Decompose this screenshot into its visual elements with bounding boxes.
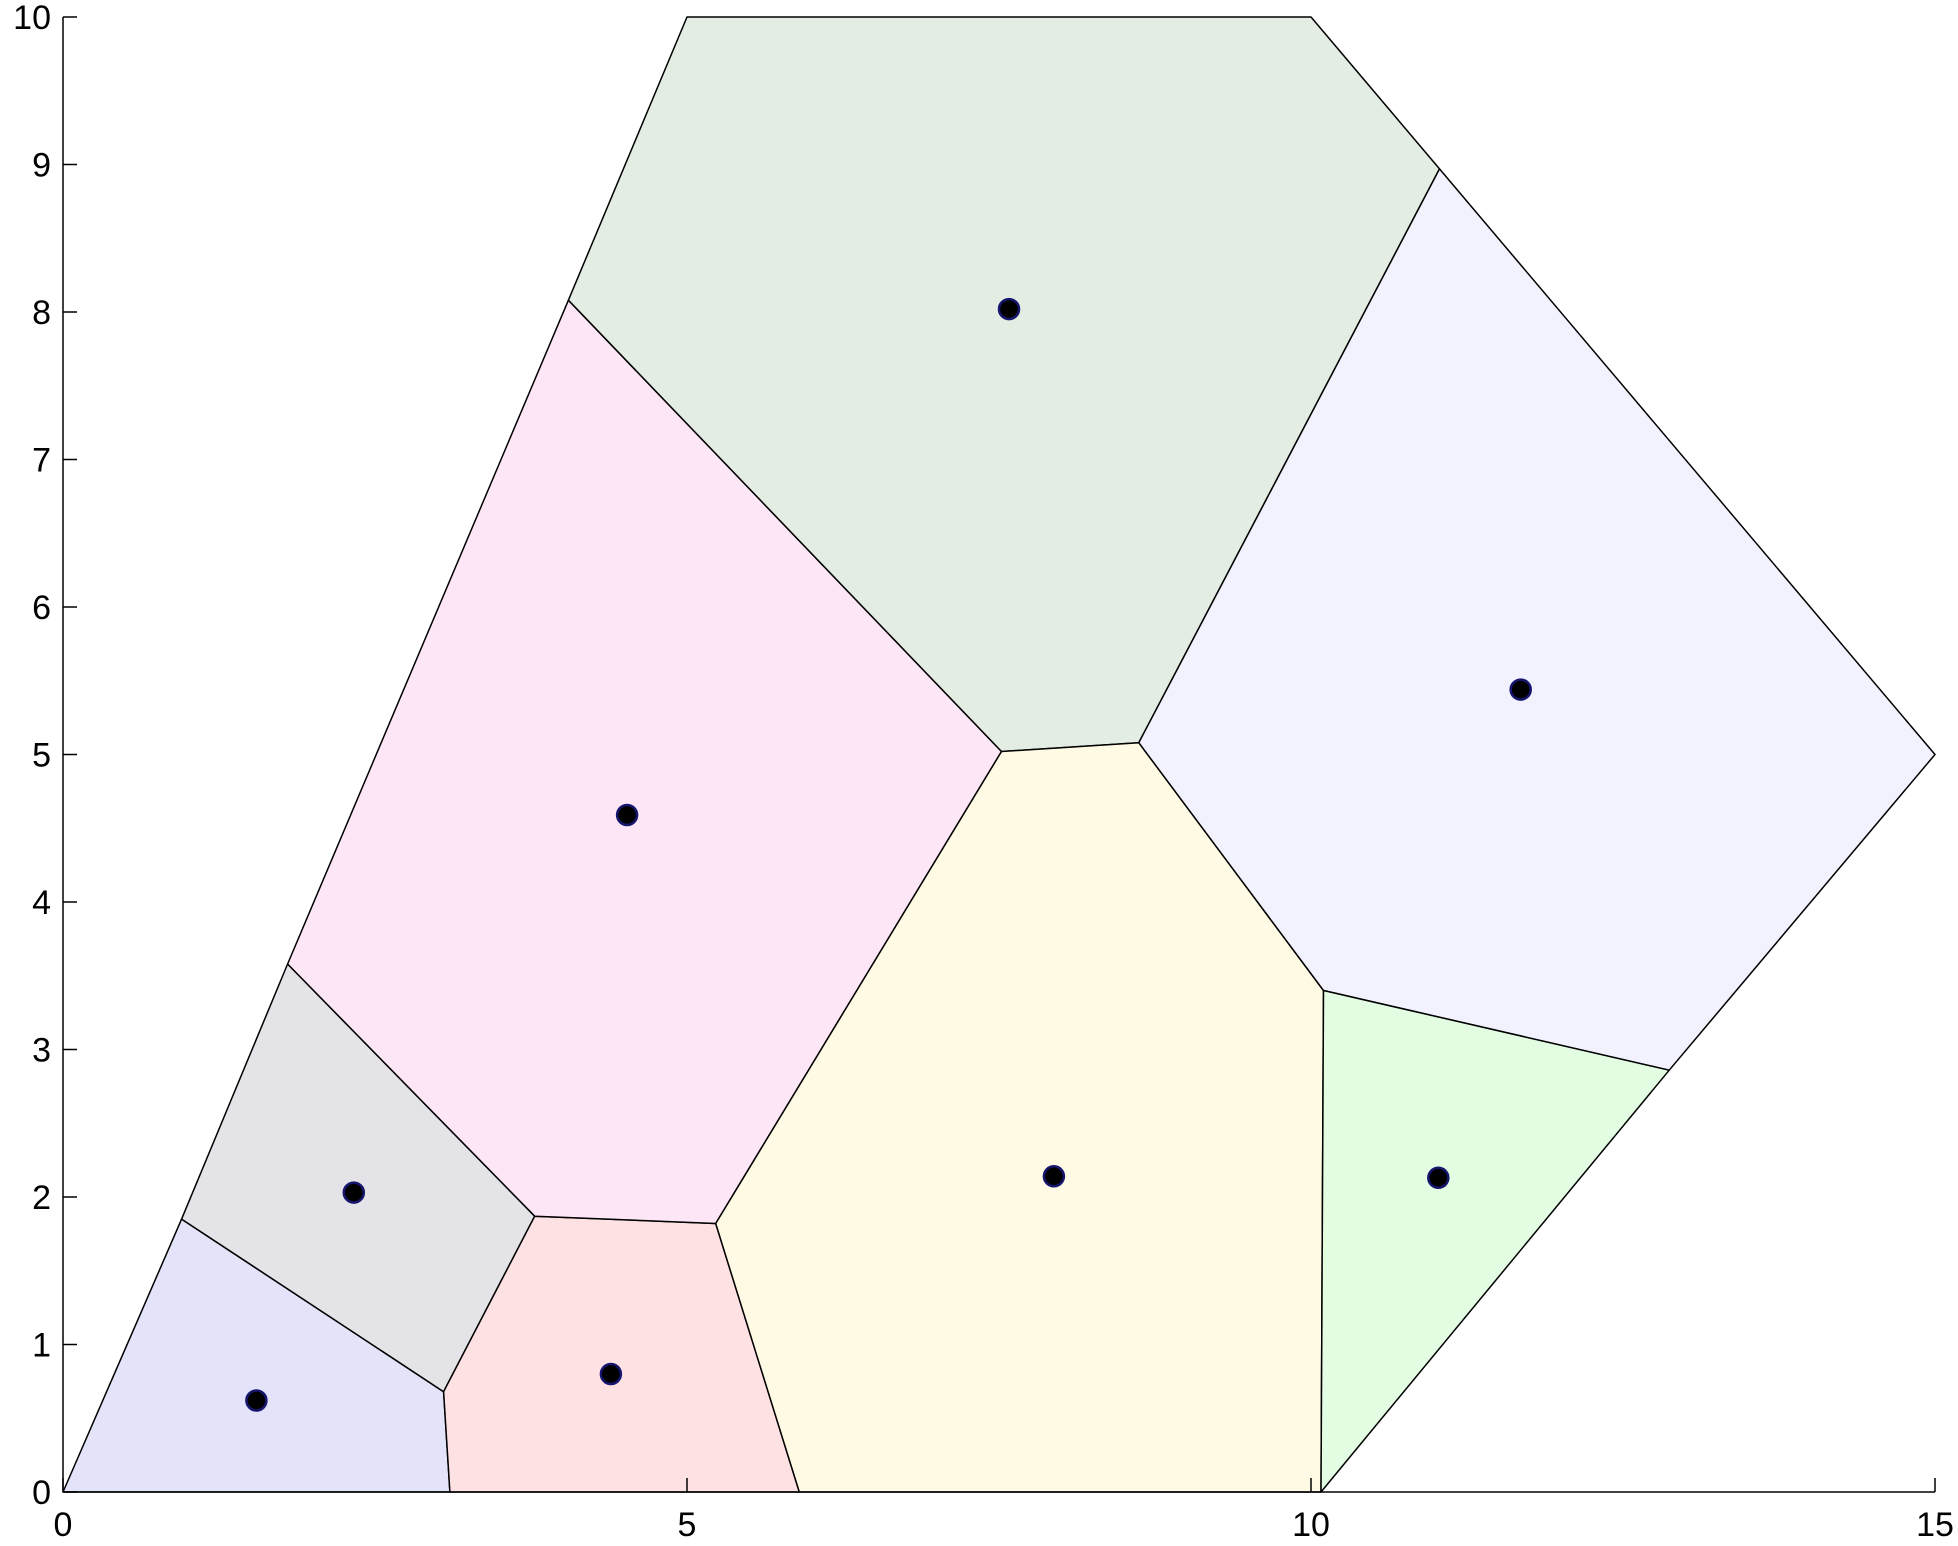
y-tick-label: 7 <box>32 442 51 480</box>
y-tick-label: 3 <box>32 1032 51 1070</box>
site-points <box>245 297 1532 1412</box>
x-tick-label: 5 <box>678 1506 697 1544</box>
y-tick-label: 4 <box>32 884 51 922</box>
site-point-8 <box>1427 1166 1450 1190</box>
site-point-2 <box>342 1181 366 1204</box>
site-point-4 <box>615 803 639 827</box>
site-point-7 <box>1509 678 1532 701</box>
y-ticks: 0 1 2 3 4 5 6 7 8 9 10 <box>13 0 77 1512</box>
site-point-6 <box>1042 1165 1066 1188</box>
x-tick-label: 10 <box>1292 1506 1330 1544</box>
y-tick-label: 1 <box>32 1327 51 1365</box>
x-ticks: 0 5 10 15 <box>54 1478 1954 1544</box>
site-point-1 <box>245 1389 268 1412</box>
x-tick-label: 0 <box>54 1506 73 1544</box>
voronoi-cell-8 <box>1320 989 1670 1493</box>
x-tick-label: 15 <box>1916 1506 1954 1544</box>
site-point-5 <box>997 297 1021 321</box>
y-tick-label: 2 <box>32 1179 51 1217</box>
y-tick-label: 6 <box>32 589 51 627</box>
voronoi-cell-7 <box>1138 168 1936 1071</box>
voronoi-cells <box>62 16 1936 1493</box>
y-tick-label: 0 <box>32 1474 51 1512</box>
site-point-3 <box>599 1362 623 1386</box>
y-tick-label: 9 <box>32 147 51 185</box>
y-tick-label: 10 <box>13 0 51 37</box>
y-tick-label: 8 <box>32 294 51 332</box>
y-tick-label: 5 <box>32 737 51 775</box>
